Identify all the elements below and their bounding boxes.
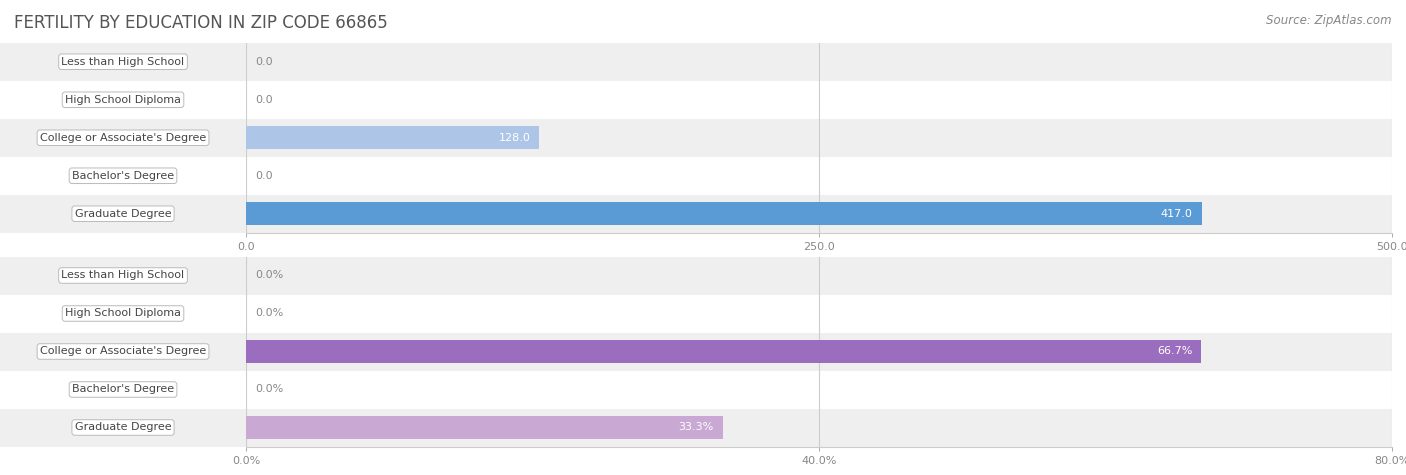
Bar [246,202,1202,225]
Text: College or Associate's Degree: College or Associate's Degree [39,346,207,357]
Text: Bachelor's Degree: Bachelor's Degree [72,384,174,395]
Bar [246,81,1392,119]
Text: Less than High School: Less than High School [62,270,184,281]
Text: Graduate Degree: Graduate Degree [75,209,172,219]
Text: 0.0%: 0.0% [256,384,284,395]
Bar [246,195,1392,233]
Text: 128.0: 128.0 [498,133,530,143]
Bar [246,119,1392,157]
Bar [246,256,1392,294]
Text: 0.0%: 0.0% [256,308,284,319]
Bar [246,340,1202,363]
Bar [246,126,540,149]
Text: 66.7%: 66.7% [1157,346,1192,357]
Text: High School Diploma: High School Diploma [65,308,181,319]
Bar [246,370,1392,408]
Text: Less than High School: Less than High School [62,57,184,67]
Text: College or Associate's Degree: College or Associate's Degree [39,133,207,143]
Text: High School Diploma: High School Diploma [65,95,181,105]
Bar [246,332,1392,371]
Text: 417.0: 417.0 [1161,209,1192,219]
Text: Bachelor's Degree: Bachelor's Degree [72,171,174,181]
Bar [246,408,1392,446]
Text: FERTILITY BY EDUCATION IN ZIP CODE 66865: FERTILITY BY EDUCATION IN ZIP CODE 66865 [14,14,388,32]
Text: 0.0: 0.0 [256,171,273,181]
Bar [246,294,1392,332]
Text: Graduate Degree: Graduate Degree [75,422,172,433]
Bar [246,157,1392,195]
Text: 0.0%: 0.0% [256,270,284,281]
Text: Source: ZipAtlas.com: Source: ZipAtlas.com [1267,14,1392,27]
Text: 0.0: 0.0 [256,95,273,105]
Text: 33.3%: 33.3% [679,422,714,433]
Text: 0.0: 0.0 [256,57,273,67]
Bar [246,43,1392,81]
Bar [246,416,723,439]
